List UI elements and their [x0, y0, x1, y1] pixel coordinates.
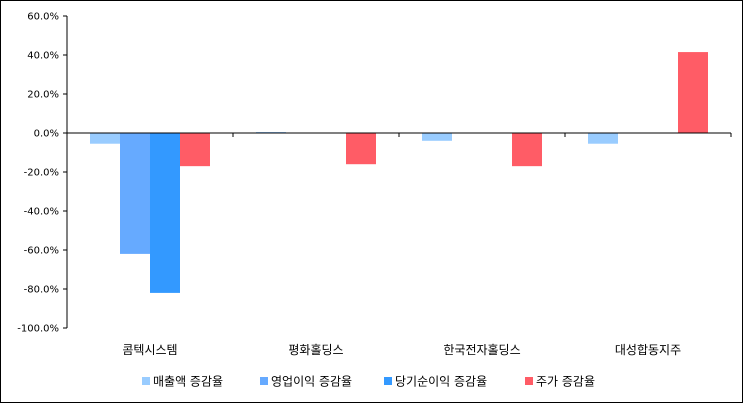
- legend-label: 영업이익 증감율: [271, 375, 352, 389]
- legend-swatch: [142, 377, 150, 385]
- bars: [90, 52, 708, 293]
- legend-swatch: [525, 377, 533, 385]
- bar-4-4: [678, 52, 708, 134]
- legend-label: 주가 증감율: [536, 375, 595, 389]
- bar-2-1: [120, 133, 150, 254]
- y-tick-label: -40.0%: [24, 207, 59, 218]
- bar-4-2: [346, 133, 376, 165]
- y-tick-label: -80.0%: [24, 285, 59, 296]
- bar-4-1: [180, 133, 210, 167]
- category-label: 대성합동지주: [615, 343, 681, 357]
- bar-4-3: [512, 133, 542, 167]
- bar-3-1: [150, 133, 180, 293]
- bar-1-1: [90, 133, 120, 144]
- bar-1-3: [422, 133, 452, 141]
- y-tick-label: -20.0%: [24, 168, 59, 179]
- y-tick-label: 0.0%: [34, 129, 59, 140]
- y-tick-label: -60.0%: [24, 246, 59, 257]
- bar-1-4: [588, 133, 618, 144]
- category-label: 한국전자홀딩스: [443, 343, 520, 357]
- legend-label: 당기순이익 증감율: [395, 375, 487, 389]
- y-tick-label: -100.0%: [17, 324, 59, 335]
- y-tick-label: 20.0%: [27, 90, 59, 101]
- legend-swatch: [384, 377, 392, 385]
- legend: 매출액 증감율 영업이익 증감율 당기순이익 증감율 주가 증감율: [142, 375, 595, 389]
- category-labels: 콤텍시스템 평화홀딩스 한국전자홀딩스 대성합동지주: [122, 343, 681, 357]
- legend-label: 매출액 증감율: [153, 375, 223, 389]
- category-label: 평화홀딩스: [288, 343, 343, 357]
- y-axis: 60.0% 40.0% 20.0% 0.0% -20.0% -40.0% -60.0% -80…: [17, 12, 68, 335]
- legend-swatch: [260, 377, 268, 385]
- y-tick-label: 60.0%: [27, 12, 59, 23]
- zero-line: [66, 132, 732, 137]
- category-label: 콤텍시스템: [122, 343, 177, 357]
- y-tick-label: 40.0%: [27, 51, 59, 62]
